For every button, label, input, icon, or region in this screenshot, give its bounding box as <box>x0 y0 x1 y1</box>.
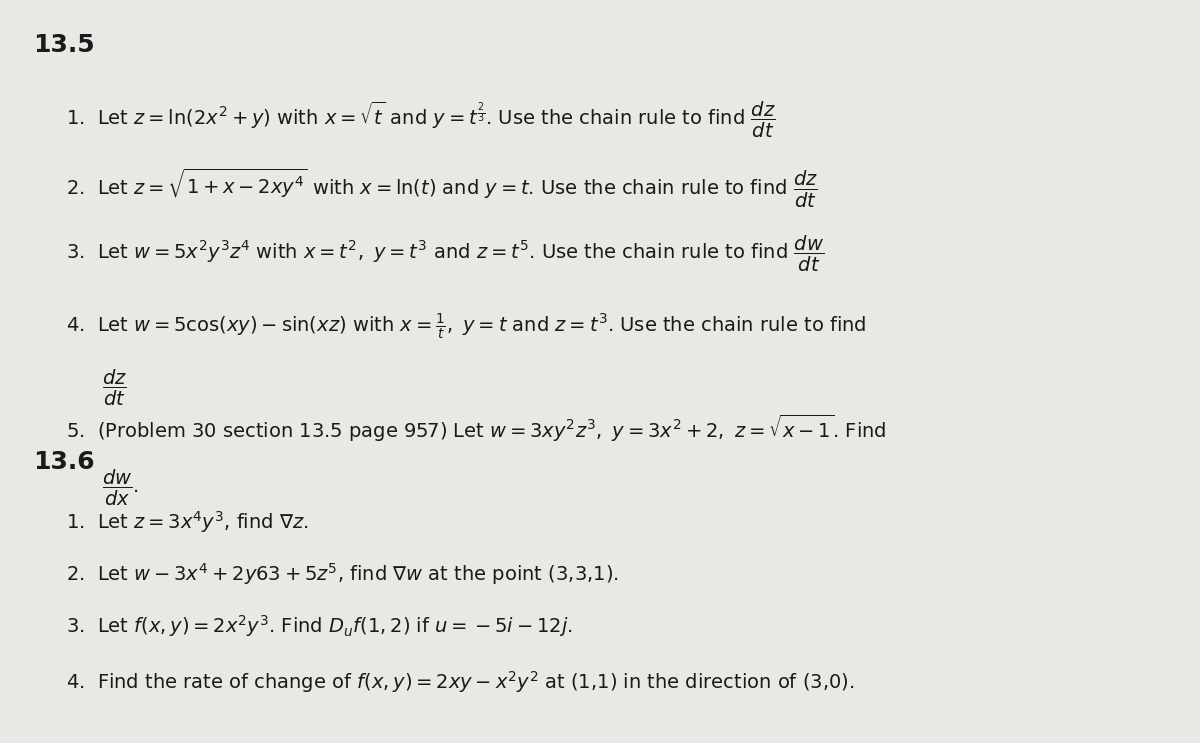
Text: 13.6: 13.6 <box>34 450 95 473</box>
Text: 3.  Let $w = 5x^2y^3z^4$ with $x = t^2,\ y = t^3$ and $z = t^5$. Use the chain r: 3. Let $w = 5x^2y^3z^4$ with $x = t^2,\ … <box>66 234 824 274</box>
Text: 5.  (Problem 30 section 13.5 page 957) Let $w = 3xy^2z^3,\ y = 3x^2 + 2,\ z = \s: 5. (Problem 30 section 13.5 page 957) Le… <box>66 412 887 444</box>
Text: $\dfrac{dw}{dx}.$: $\dfrac{dw}{dx}.$ <box>102 468 139 508</box>
Text: 4.  Let $w = 5\cos(xy) - \sin(xz)$ with $x = \frac{1}{t},\ y = t$ and $z = t^3$.: 4. Let $w = 5\cos(xy) - \sin(xz)$ with $… <box>66 312 866 342</box>
Text: 2.  Let $z = \sqrt{1 + x - 2xy^4}$ with $x = \ln(t)$ and $y = t$. Use the chain : 2. Let $z = \sqrt{1 + x - 2xy^4}$ with $… <box>66 167 818 210</box>
Text: 4.  Find the rate of change of $f(x,y) = 2xy - x^2y^2$ at (1,1) in the direction: 4. Find the rate of change of $f(x,y) = … <box>66 669 854 695</box>
Text: 1.  Let $z = \ln(2x^2 + y)$ with $x = \sqrt{t}$ and $y = t^{\frac{2}{3}}$. Use t: 1. Let $z = \ln(2x^2 + y)$ with $x = \sq… <box>66 100 775 140</box>
Text: $\dfrac{dz}{dt}$: $\dfrac{dz}{dt}$ <box>102 368 127 408</box>
Text: 13.5: 13.5 <box>34 33 95 57</box>
Text: 1.  Let $z = 3x^4y^3$, find $\nabla z$.: 1. Let $z = 3x^4y^3$, find $\nabla z$. <box>66 509 308 535</box>
Text: 3.  Let $f(x,y) = 2x^2y^3$. Find $D_uf(1,2)$ if $u = -5i - 12j$.: 3. Let $f(x,y) = 2x^2y^3$. Find $D_uf(1,… <box>66 613 572 639</box>
Text: 2.  Let $w - 3x^4 + 2y63 + 5z^5$, find $\nabla w$ at the point (3,3,1).: 2. Let $w - 3x^4 + 2y63 + 5z^5$, find $\… <box>66 561 619 587</box>
